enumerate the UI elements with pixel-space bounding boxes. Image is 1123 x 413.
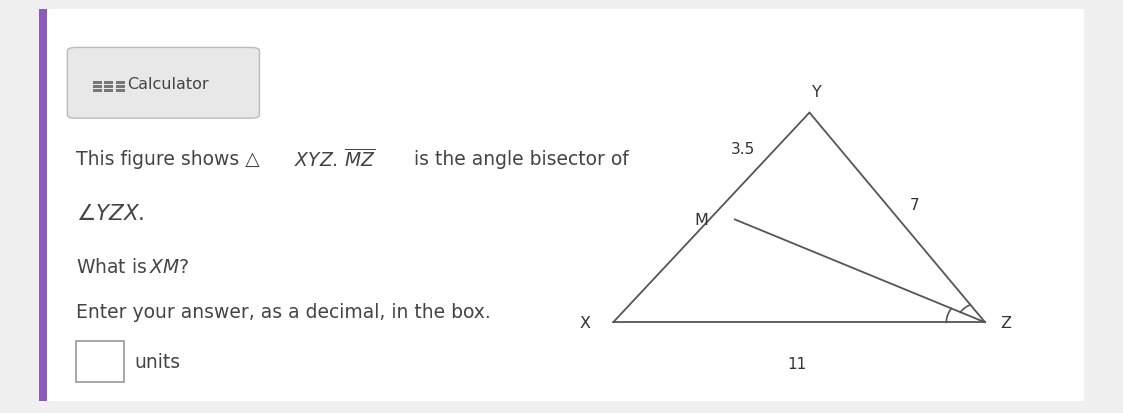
Text: units: units	[135, 352, 181, 371]
Bar	[39, 10, 47, 401]
Bar	[76, 341, 124, 382]
Bar	[116, 85, 125, 89]
Bar	[104, 85, 113, 89]
Text: is the angle bisector of: is the angle bisector of	[408, 150, 629, 169]
Text: This figure shows △: This figure shows △	[76, 150, 264, 169]
Text: X: X	[579, 315, 591, 330]
Bar	[93, 81, 102, 85]
Text: Y: Y	[812, 85, 822, 100]
Bar	[93, 85, 102, 89]
FancyBboxPatch shape	[39, 10, 1084, 401]
Text: M: M	[694, 212, 707, 227]
Bar	[104, 81, 113, 85]
Text: Z: Z	[1001, 315, 1011, 330]
Text: $\it{XYZ}$$.\,$$\overline{\it{MZ}}$: $\it{XYZ}$$.\,$$\overline{\it{MZ}}$	[294, 148, 376, 170]
FancyBboxPatch shape	[67, 48, 259, 119]
Bar	[93, 90, 102, 93]
Bar	[104, 90, 113, 93]
Text: Calculator: Calculator	[127, 76, 209, 91]
Text: 11: 11	[787, 356, 806, 371]
Text: $\angle\it{YZX}$.: $\angle\it{YZX}$.	[76, 202, 145, 223]
Text: 7: 7	[910, 197, 920, 212]
Text: What is $\it{XM}$?: What is $\it{XM}$?	[76, 257, 190, 276]
Bar	[116, 81, 125, 85]
Text: Enter your answer, as a decimal, in the box.: Enter your answer, as a decimal, in the …	[76, 302, 491, 321]
Text: 3.5: 3.5	[731, 141, 755, 156]
Bar	[116, 90, 125, 93]
